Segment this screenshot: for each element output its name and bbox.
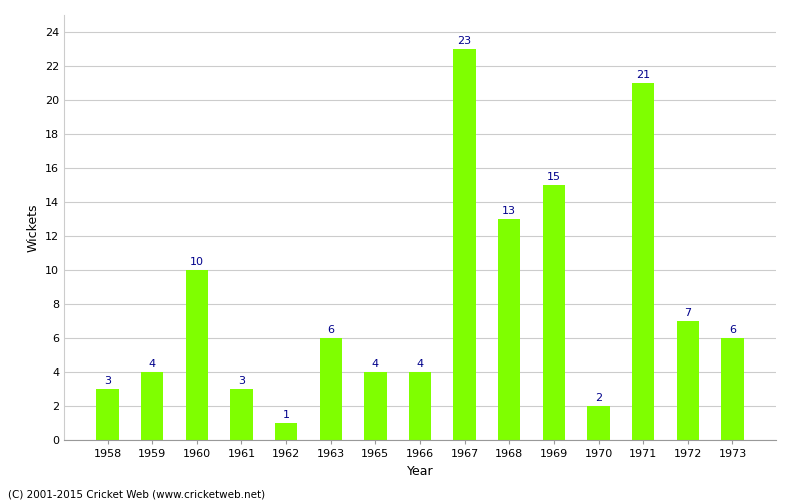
Bar bbox=[409, 372, 431, 440]
Bar bbox=[542, 185, 565, 440]
Bar bbox=[677, 321, 699, 440]
Text: 10: 10 bbox=[190, 258, 204, 268]
Bar bbox=[275, 423, 298, 440]
X-axis label: Year: Year bbox=[406, 464, 434, 477]
Text: 3: 3 bbox=[238, 376, 245, 386]
Text: 15: 15 bbox=[547, 172, 561, 182]
Bar bbox=[632, 83, 654, 440]
Text: 4: 4 bbox=[417, 360, 423, 370]
Bar bbox=[454, 49, 476, 440]
Bar bbox=[722, 338, 744, 440]
Text: 3: 3 bbox=[104, 376, 111, 386]
Text: (C) 2001-2015 Cricket Web (www.cricketweb.net): (C) 2001-2015 Cricket Web (www.cricketwe… bbox=[8, 490, 265, 500]
Text: 1: 1 bbox=[282, 410, 290, 420]
Bar bbox=[364, 372, 386, 440]
Bar bbox=[587, 406, 610, 440]
Text: 2: 2 bbox=[595, 394, 602, 404]
Text: 13: 13 bbox=[502, 206, 516, 216]
Text: 6: 6 bbox=[729, 326, 736, 336]
Text: 4: 4 bbox=[149, 360, 156, 370]
Bar bbox=[186, 270, 208, 440]
Bar bbox=[319, 338, 342, 440]
Text: 6: 6 bbox=[327, 326, 334, 336]
Bar bbox=[230, 389, 253, 440]
Text: 23: 23 bbox=[458, 36, 472, 46]
Y-axis label: Wickets: Wickets bbox=[26, 203, 39, 252]
Text: 4: 4 bbox=[372, 360, 379, 370]
Bar bbox=[141, 372, 163, 440]
Text: 7: 7 bbox=[684, 308, 691, 318]
Bar bbox=[96, 389, 118, 440]
Text: 21: 21 bbox=[636, 70, 650, 81]
Bar bbox=[498, 219, 521, 440]
